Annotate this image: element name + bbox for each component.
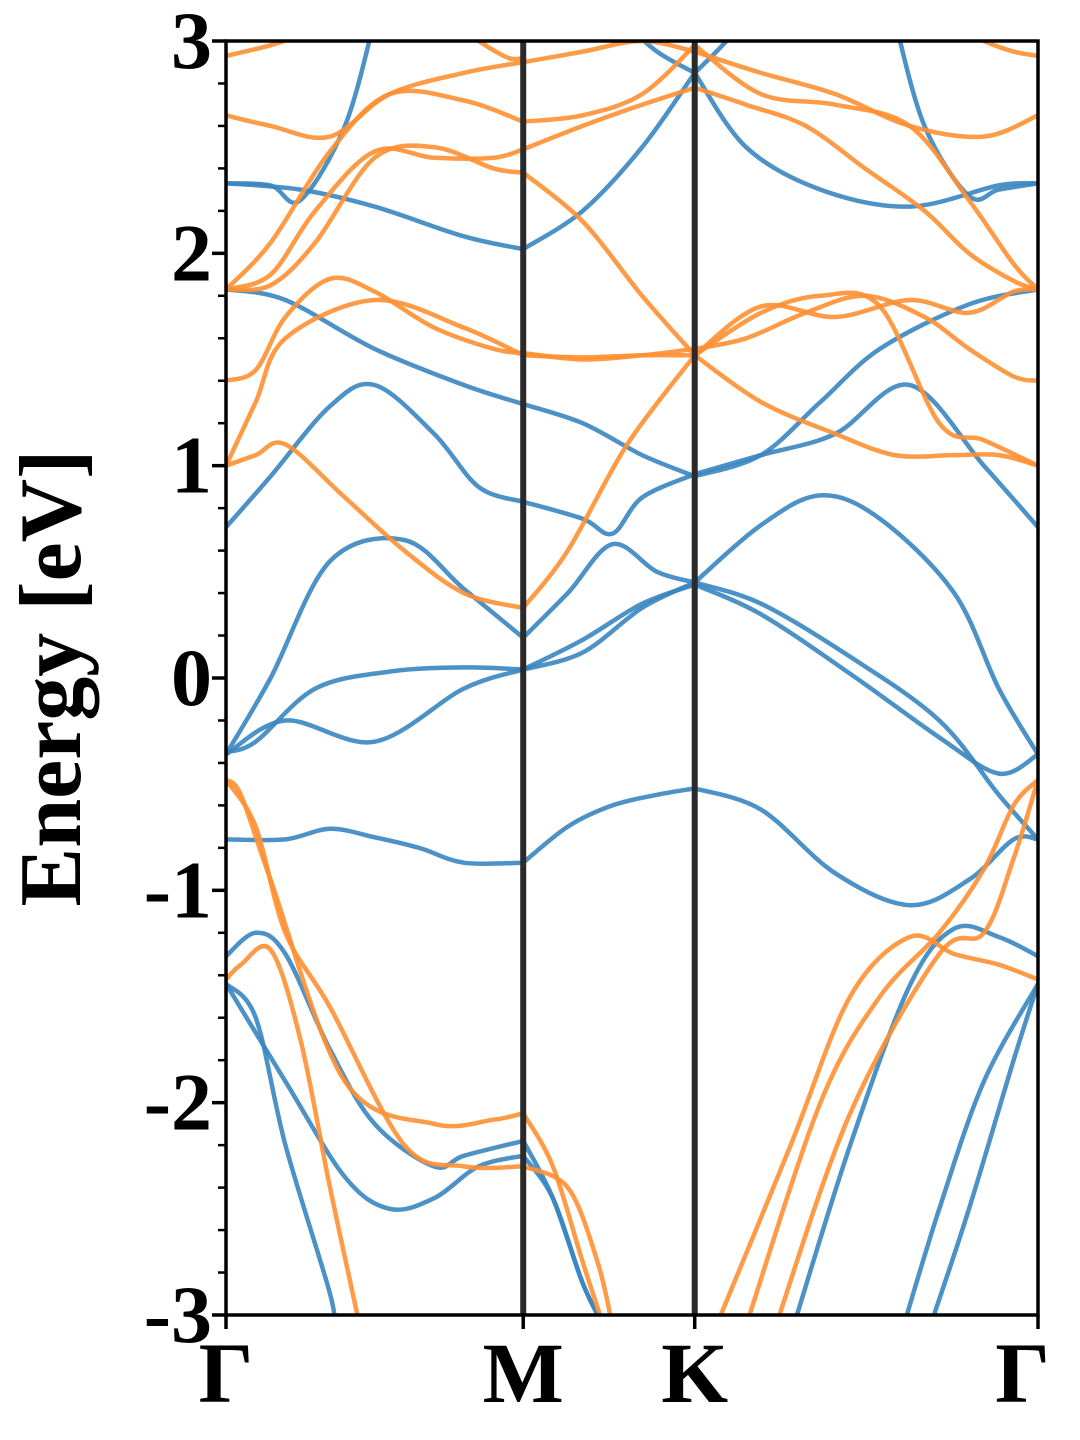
band-line-2-23 bbox=[692, 85, 1038, 292]
y-tick-label: 2 bbox=[171, 207, 212, 298]
band-line-2-7 bbox=[520, 1164, 613, 1315]
band-line-1-9 bbox=[692, 580, 1038, 842]
y-tick-label: -2 bbox=[144, 1057, 212, 1148]
band-line-1-17 bbox=[520, 401, 697, 479]
band-line-1-8 bbox=[520, 580, 697, 672]
y-axis-ticks: -3 -2 -1 0 1 2 3 bbox=[144, 0, 226, 1360]
x-tick-label: Γ bbox=[199, 1325, 254, 1421]
band-line-1-20 bbox=[520, 70, 697, 252]
band-line-1-27 bbox=[931, 981, 1038, 1315]
band-line-2-28 bbox=[520, 42, 697, 124]
band-line-2-31 bbox=[474, 41, 526, 62]
x-tick-label: K bbox=[661, 1325, 728, 1421]
band-line-2-22 bbox=[520, 85, 697, 152]
band-line-1-32 bbox=[520, 1138, 601, 1315]
band-line-1-23 bbox=[897, 41, 1038, 203]
band-line-1-2 bbox=[520, 786, 697, 865]
band-line-1-30 bbox=[904, 981, 1038, 1315]
band-line-1-25 bbox=[692, 41, 730, 76]
band-line-2-16 bbox=[520, 346, 697, 362]
y-tick-label: 1 bbox=[171, 420, 212, 511]
band-line-2-10 bbox=[520, 353, 697, 611]
band-line-1-26 bbox=[226, 981, 337, 1315]
y-tick-label: 3 bbox=[171, 0, 212, 86]
band-line-2-18 bbox=[226, 143, 526, 293]
band-line-2-5 bbox=[718, 933, 1038, 1315]
band-line-2-6 bbox=[226, 777, 526, 1171]
band-line-1-22 bbox=[226, 41, 372, 205]
band-line-1-24 bbox=[640, 41, 697, 76]
high-symmetry-lines bbox=[520, 41, 698, 1315]
band-line-2-26 bbox=[692, 49, 1038, 140]
band-line-2-32 bbox=[978, 41, 1038, 59]
band-line-2-9 bbox=[226, 440, 526, 611]
band-line-1-16 bbox=[226, 287, 526, 407]
band-line-2-25 bbox=[520, 41, 697, 65]
y-tick-label: -3 bbox=[144, 1269, 212, 1360]
band-line-2-11 bbox=[692, 290, 1038, 468]
band-line-2-20 bbox=[692, 286, 1038, 358]
band-line-2-27 bbox=[226, 88, 526, 292]
band-line-1-18 bbox=[692, 287, 1038, 479]
band-line-1-13 bbox=[226, 381, 526, 530]
band-line-1-1 bbox=[226, 826, 526, 867]
x-tick-label: Γ bbox=[995, 1325, 1050, 1421]
band-line-2-30 bbox=[226, 41, 292, 59]
band-lines bbox=[226, 41, 1038, 1315]
band-line-1-14 bbox=[520, 471, 697, 537]
band-line-2-29 bbox=[692, 42, 1038, 292]
band-line-1-10 bbox=[226, 535, 526, 757]
band-line-2-3 bbox=[777, 777, 1038, 1315]
band-line-2-19 bbox=[520, 170, 697, 358]
band-line-2-4 bbox=[226, 943, 360, 1315]
band-line-2-8 bbox=[747, 777, 1038, 1315]
band-line-1-31 bbox=[226, 930, 526, 1170]
x-tick-label: M bbox=[483, 1325, 564, 1421]
band-line-1-33 bbox=[794, 923, 1038, 1315]
band-line-1-4 bbox=[226, 665, 526, 755]
band-line-2-21 bbox=[226, 146, 526, 292]
y-axis-label: Energy [eV] bbox=[3, 450, 100, 907]
band-line-1-3 bbox=[692, 786, 1038, 908]
band-line-2-12 bbox=[226, 297, 526, 468]
band-line-1-11 bbox=[520, 541, 697, 640]
band-line-2-15 bbox=[226, 275, 526, 383]
band-line-1-6 bbox=[692, 582, 1038, 776]
band-line-1-5 bbox=[520, 582, 697, 672]
band-line-2-2 bbox=[520, 1111, 603, 1315]
y-tick-label: -1 bbox=[144, 844, 212, 935]
band-line-1-12 bbox=[692, 493, 1038, 757]
band-line-2-14 bbox=[692, 353, 1038, 468]
band-line-1-7 bbox=[226, 667, 526, 757]
y-tick-label: 0 bbox=[171, 632, 212, 723]
band-line-1-21 bbox=[692, 70, 1038, 209]
